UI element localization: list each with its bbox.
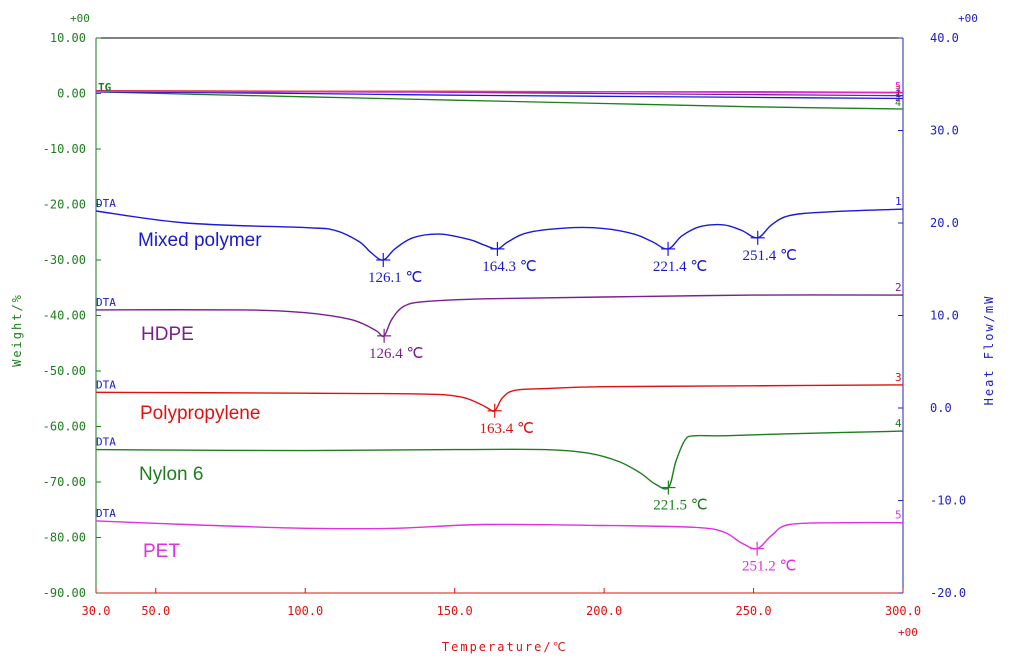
x-tick-label: 30.0	[82, 604, 111, 618]
y-right-tick-label: 10.0	[930, 309, 959, 323]
dta-curve-5	[95, 520, 904, 550]
y-left-tick-label: -70.00	[43, 475, 86, 489]
tg-curve-4	[95, 91, 904, 110]
peak-temperature-label: 221.4 ℃	[653, 259, 707, 275]
peak-temperature-label: 251.4 ℃	[743, 248, 797, 264]
y-left-tick-label: -10.00	[43, 142, 86, 156]
peak-temperature-label: 221.5 ℃	[653, 498, 707, 514]
peak-temperature-label: 251.2 ℃	[742, 559, 796, 575]
tg-curve-id-4: 4	[895, 98, 901, 109]
dta-tag-2: DTA	[96, 296, 116, 309]
x-exponent-label: +00	[898, 626, 918, 639]
y-left-tick-label: -80.00	[43, 531, 86, 545]
x-axis-title: Temperature/℃	[442, 640, 568, 654]
dta-curve-1	[95, 208, 904, 261]
series-name-label-3: Polypropylene	[140, 403, 260, 424]
x-tick-label: 100.0	[287, 604, 323, 618]
dta-tag-1: DTA	[96, 197, 116, 210]
peak-temperature-label: 163.4 ℃	[480, 421, 534, 437]
dta-curve-4	[95, 430, 904, 490]
y-left-tick-label: -30.00	[43, 253, 86, 267]
y-right-tick-label: -20.0	[930, 586, 966, 600]
y-right-axis-title: Heat Flow/mW	[982, 295, 996, 406]
peak-temperature-label: 126.1 ℃	[368, 270, 422, 286]
curves-layer	[95, 90, 904, 556]
dta-tag-3: DTA	[96, 378, 116, 391]
x-tick-label: 250.0	[735, 604, 771, 618]
tg-curve-id-2: 2	[895, 93, 901, 104]
tg-label: TG	[98, 81, 112, 94]
y-left-tick-label: -20.00	[43, 198, 86, 212]
dta-curve-id-2: 2	[895, 281, 902, 294]
y-left-tick-label: -60.00	[43, 420, 86, 434]
ticks-layer: +00 +00 +00 10.00 0.00 -10.00 -20.00 -30.00 -40.…	[43, 12, 978, 639]
y-left-exponent-label: +00	[70, 12, 90, 25]
tg-curve-id-1: 1	[895, 89, 901, 100]
series-name-label-1: Mixed polymer	[138, 230, 262, 251]
dta-curve-id-1: 1	[895, 195, 902, 208]
tg-curve-5	[95, 90, 904, 94]
x-tick-label: 150.0	[437, 604, 473, 618]
series-name-label-2: HDPE	[141, 324, 194, 345]
y-right-tick-label: 20.0	[930, 216, 959, 230]
tg-curve-1	[95, 91, 904, 100]
x-tick-label: 50.0	[141, 604, 170, 618]
x-tick-label: 300.0	[885, 604, 921, 618]
tg-curve-id-5: 5	[895, 81, 901, 92]
y-left-tick-label: 0.00	[57, 87, 86, 101]
y-right-tick-label: 30.0	[930, 124, 959, 138]
tg-curve-id-3: 3	[895, 85, 901, 96]
y-left-tick-label: -50.00	[43, 364, 86, 378]
dta-curve-id-3: 3	[895, 371, 902, 384]
y-right-tick-label: -10.0	[930, 494, 966, 508]
dta-tag-5: DTA	[96, 507, 116, 520]
x-tick-label: 200.0	[586, 604, 622, 618]
y-right-tick-label: 40.0	[930, 31, 959, 45]
dta-curve-id-5: 5	[895, 509, 902, 522]
dta-curve-id-4: 4	[895, 417, 902, 430]
axes-layer	[95, 37, 904, 594]
y-left-tick-label: 10.00	[50, 31, 86, 45]
y-right-exponent-label: +00	[958, 12, 978, 25]
y-left-axis-title: Weight/%	[10, 293, 24, 367]
peak-temperature-label: 126.4 ℃	[369, 346, 423, 362]
y-left-tick-label: -90.00	[43, 586, 86, 600]
dta-curve-2	[95, 294, 904, 338]
y-right-tick-label: 0.0	[930, 401, 952, 415]
y-left-tick-label: -40.00	[43, 309, 86, 323]
peak-temperature-label: 164.3 ℃	[482, 259, 536, 275]
series-name-label-5: PET	[143, 541, 180, 562]
dta-tag-4: DTA	[96, 436, 116, 449]
series-name-label-4: Nylon 6	[139, 464, 203, 485]
